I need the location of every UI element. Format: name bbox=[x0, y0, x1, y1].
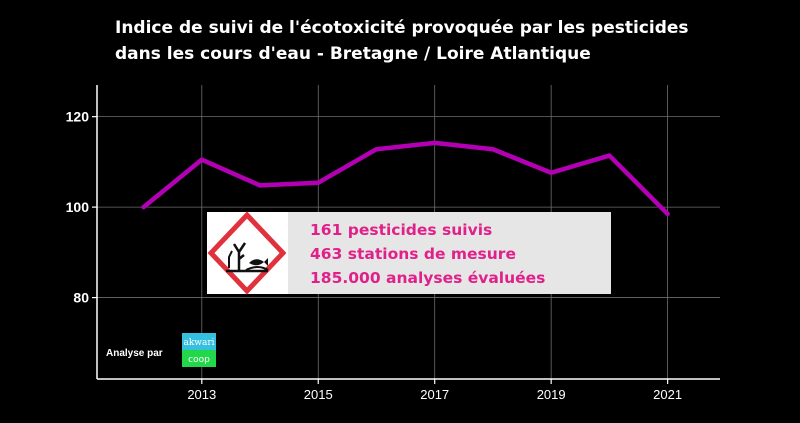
data-point-2014 bbox=[258, 183, 263, 188]
data-point-2016 bbox=[374, 147, 379, 152]
x-tick-label: 2019 bbox=[537, 387, 566, 402]
akwari-coop-logo: akwari coop bbox=[182, 333, 216, 367]
data-point-2021 bbox=[665, 211, 670, 216]
y-tick-label: 80 bbox=[73, 290, 89, 306]
x-tick-label: 2015 bbox=[304, 387, 333, 402]
environment-hazard-icon bbox=[207, 211, 287, 295]
info-line-stations: 463 stations de mesure bbox=[310, 245, 516, 263]
info-box-background bbox=[288, 212, 611, 294]
y-tick-label: 100 bbox=[66, 199, 90, 215]
logo-top-text: akwari bbox=[183, 338, 214, 348]
x-tick-label: 2021 bbox=[653, 387, 682, 402]
data-point-2013 bbox=[199, 157, 204, 162]
credit-label: Analyse par bbox=[106, 348, 163, 359]
chart-title-line-1: Indice de suivi de l'écotoxicité provoqu… bbox=[115, 18, 689, 38]
data-point-2017 bbox=[432, 140, 437, 145]
data-point-2015 bbox=[316, 180, 321, 185]
x-tick-label: 2017 bbox=[420, 387, 449, 402]
info-box: 161 pesticides suivis 463 stations de me… bbox=[207, 211, 611, 295]
info-line-analyses: 185.000 analyses évaluées bbox=[310, 269, 545, 287]
chart-title-line-2: dans les cours d'eau - Bretagne / Loire … bbox=[115, 44, 591, 64]
series bbox=[141, 140, 670, 217]
data-point-2020 bbox=[607, 153, 612, 158]
y-tick-label: 120 bbox=[66, 109, 90, 125]
data-point-2012 bbox=[141, 205, 146, 210]
info-line-pesticides: 161 pesticides suivis bbox=[310, 221, 492, 239]
series-line bbox=[141, 140, 670, 217]
axes bbox=[96, 85, 720, 380]
logo-bottom-text: coop bbox=[188, 355, 210, 365]
tick-labels: 2013 2015 2017 2019 2021 80 100 120 bbox=[66, 109, 682, 402]
credit: Analyse par akwari coop bbox=[106, 333, 216, 367]
chart-title: Indice de suivi de l'écotoxicité provoqu… bbox=[115, 18, 689, 64]
x-tick-label: 2013 bbox=[187, 387, 216, 402]
data-point-2019 bbox=[549, 170, 554, 175]
grid bbox=[97, 85, 720, 379]
data-point-2018 bbox=[490, 147, 495, 152]
